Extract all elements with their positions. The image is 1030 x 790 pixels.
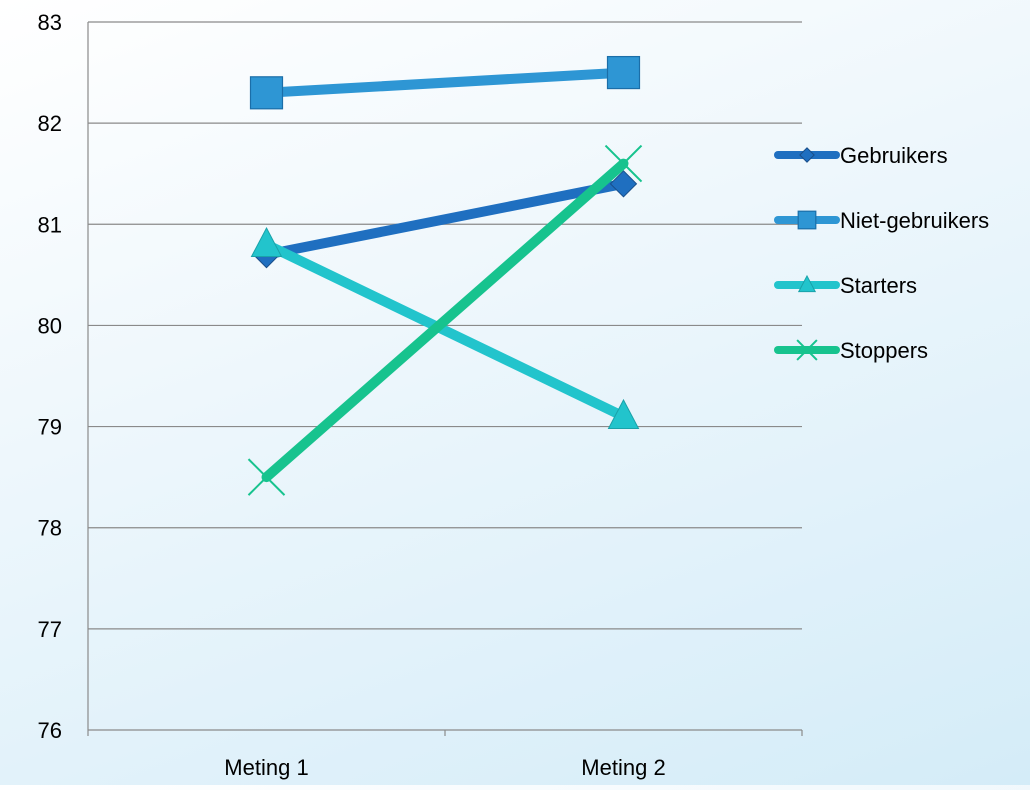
y-tick-label: 80 — [38, 313, 62, 338]
legend-entry: Gebruikers — [774, 143, 948, 168]
legend-entry: Stoppers — [774, 338, 928, 363]
data-point — [604, 144, 643, 183]
gridlines — [88, 21, 802, 731]
legend: Gebruikers Niet-gebruikers Starters Stopper… — [774, 143, 989, 363]
series-gebruikers — [252, 170, 638, 269]
series-line — [261, 158, 629, 483]
data-point — [607, 398, 640, 429]
legend-label: Stoppers — [840, 338, 928, 363]
series-stoppers — [247, 144, 643, 496]
legend-marker — [797, 274, 817, 293]
legend-marker — [796, 339, 818, 361]
y-tick-label: 77 — [38, 617, 62, 642]
y-tick-label: 81 — [38, 212, 62, 237]
legend-entry: Niet-gebruikers — [774, 208, 989, 233]
y-axis-tick-labels: 76 77 78 79 80 81 82 83 — [38, 10, 62, 743]
legend-marker — [797, 210, 817, 230]
x-tick-label: Meting 2 — [581, 755, 665, 780]
legend-label: Gebruikers — [840, 143, 948, 168]
legend-label: Starters — [840, 273, 917, 298]
legend-marker — [799, 147, 815, 163]
y-tick-label: 79 — [38, 415, 62, 440]
series-lines — [247, 55, 643, 496]
legend-entry: Starters — [774, 273, 917, 298]
y-tick-label: 83 — [38, 10, 62, 35]
series-niet-gebruikers — [249, 55, 641, 110]
axes — [87, 22, 803, 736]
y-tick-label: 76 — [38, 718, 62, 743]
y-tick-label: 78 — [38, 516, 62, 541]
x-tick-label: Meting 1 — [224, 755, 308, 780]
legend-label: Niet-gebruikers — [840, 208, 989, 233]
data-point — [247, 458, 286, 496]
data-point — [606, 55, 641, 90]
data-point — [609, 170, 638, 198]
series-starters — [250, 226, 640, 429]
y-tick-label: 82 — [38, 111, 62, 136]
series-line — [261, 239, 629, 422]
data-point — [250, 226, 283, 258]
x-axis-tick-labels: Meting 1 Meting 2 — [224, 755, 665, 780]
series-line — [261, 67, 629, 98]
data-point — [249, 76, 284, 110]
series-line — [261, 178, 629, 260]
